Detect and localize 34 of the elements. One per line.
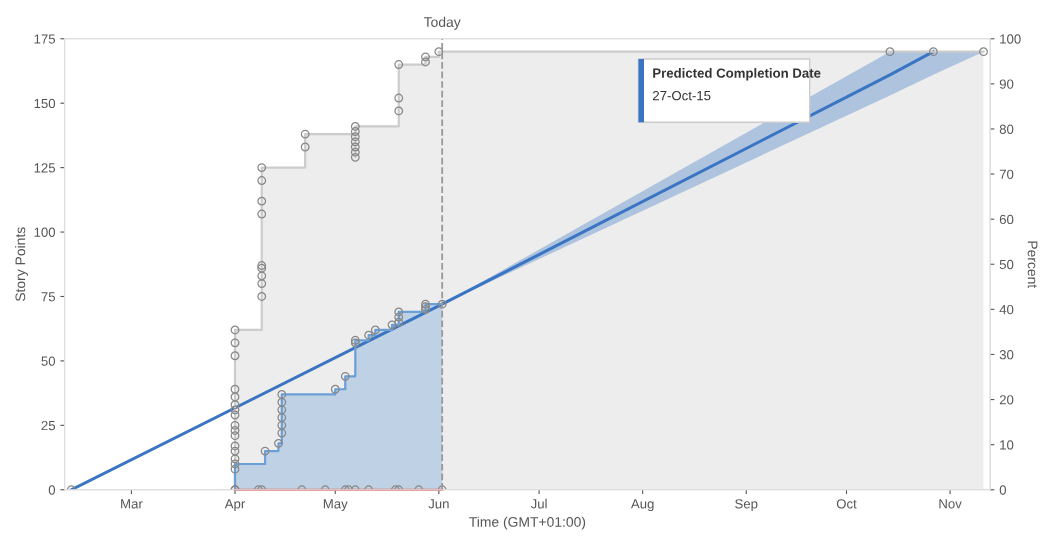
y-tick-label: 125 [34,163,56,173]
y2-tick-label: 90 [999,79,1014,89]
annotation: Predicted Completion Date [653,68,821,81]
y-axis-title: Story Points [15,227,28,302]
y-tick-label: 150 [34,98,56,109]
y2-tick-label: 20 [999,395,1014,405]
y-tick-label: 100 [34,227,56,237]
y2-tick-label: 70 [999,169,1014,179]
x-tick-label: Oct [836,499,857,509]
x-tick-label: Jun [428,499,449,509]
y2-tick-label: 40 [999,304,1014,315]
y2-tick-label: 50 [999,259,1014,270]
y2-tick-label: 60 [999,214,1014,225]
y2-tick-label: 100 [1000,34,1021,44]
y-tick-label: 0 [48,485,56,495]
x-tick-label: Jul [530,498,547,509]
annotation: 27-Oct-15 [653,90,711,101]
x-tick-label: Aug [630,499,654,512]
x-tick-label: Apr [224,499,246,512]
y-tick-label: 50 [41,356,56,366]
x-tick-label: Mar [121,499,143,509]
y2-tick-label: 80 [999,124,1014,134]
x-tick-label: May [323,499,348,512]
ref-line-label: Today [423,16,461,30]
y2-tick-label: 30 [999,350,1014,360]
y-tick-label: 175 [34,34,56,44]
y2-tick-label: 10 [1000,440,1014,450]
y-tick-label: 25 [41,420,56,431]
x-tick-label: Sep [735,499,758,512]
y-tick-label: 75 [41,292,56,302]
y2-tick-label: 0 [999,485,1007,495]
x-tick-label: Nov [939,499,962,509]
y2-axis-title: Percent [1027,241,1038,289]
x-axis-title: Time (GMT+01:00) [469,516,586,530]
